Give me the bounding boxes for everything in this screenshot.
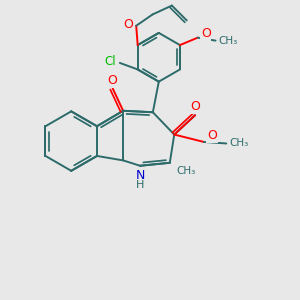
Text: O: O [107,74,117,87]
Text: CH₃: CH₃ [218,36,238,46]
Text: H: H [136,180,144,190]
Text: O: O [201,27,211,40]
Text: O: O [191,100,201,113]
Text: CH₃: CH₃ [229,139,248,148]
Text: O: O [207,129,217,142]
Text: O: O [123,18,133,31]
Text: N: N [135,169,145,182]
Text: CH₃: CH₃ [176,166,196,176]
Text: Cl: Cl [104,55,116,68]
